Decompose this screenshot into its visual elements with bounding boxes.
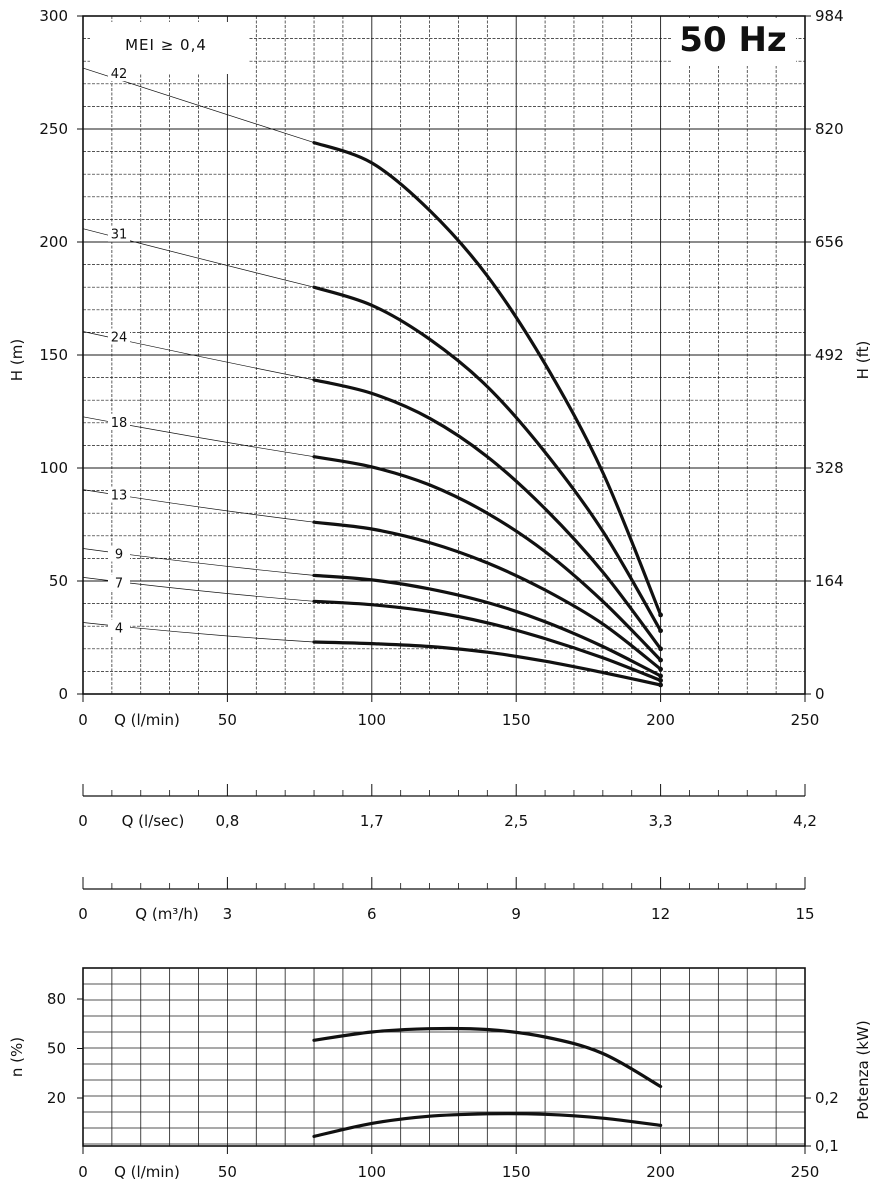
stage-label-bg bbox=[108, 545, 130, 562]
flow-tick-label: 0 bbox=[78, 812, 88, 830]
curve-end-dot bbox=[658, 673, 663, 679]
power-tick-label: 0,1 bbox=[815, 1137, 839, 1155]
y2-tick-label: 656 bbox=[815, 233, 844, 251]
head-curve-42 bbox=[312, 141, 663, 617]
x-tick-label: 100 bbox=[357, 711, 386, 729]
flow-tick-label: 2,5 bbox=[504, 812, 528, 830]
head-curve-18 bbox=[312, 455, 663, 662]
eff-x-tick-label: 100 bbox=[357, 1163, 386, 1181]
y2-tick-label: 984 bbox=[815, 7, 844, 25]
stage-label-bg bbox=[108, 225, 130, 242]
curve-end-dot bbox=[658, 678, 663, 683]
y2-tick-label: 492 bbox=[815, 346, 844, 364]
stage-label-24: 24 bbox=[111, 331, 128, 346]
efficiency-chart bbox=[77, 967, 811, 1154]
head-curve-7 bbox=[312, 599, 663, 682]
y-tick-label: 50 bbox=[49, 572, 68, 590]
mei-badge: MEI ≥ 0,4 bbox=[125, 36, 207, 54]
stage-label-42: 42 bbox=[111, 67, 128, 82]
stage-label-bg bbox=[108, 65, 130, 82]
x-tick-label: 200 bbox=[646, 711, 675, 729]
y-tick-label: 0 bbox=[58, 685, 68, 703]
flow-tick-label: 9 bbox=[511, 905, 521, 923]
y2-axis-label: H (ft) bbox=[854, 341, 872, 380]
y-axis-label: H (m) bbox=[8, 339, 26, 381]
stage-label-13: 13 bbox=[111, 489, 128, 504]
eff-x-tick-label: 150 bbox=[502, 1163, 531, 1181]
y2-tick-label: 164 bbox=[815, 572, 844, 590]
y2-tick-label: 328 bbox=[815, 459, 844, 477]
stage-label-bg bbox=[108, 619, 130, 636]
stage-label-9: 9 bbox=[115, 548, 123, 563]
head-curve-4 bbox=[312, 640, 663, 687]
curve-end-dot bbox=[658, 657, 663, 663]
flow-tick-label: 12 bbox=[651, 905, 670, 923]
efficiency-curve bbox=[312, 1026, 663, 1089]
flow-tick-label: 15 bbox=[795, 905, 814, 923]
x-tick-label: 0 bbox=[78, 711, 88, 729]
head-chart bbox=[77, 15, 811, 702]
stage-label-18: 18 bbox=[111, 416, 128, 431]
flow-tick-label: 3,3 bbox=[649, 812, 673, 830]
head-curve-31 bbox=[312, 285, 663, 633]
flow-tick-label: 4,2 bbox=[793, 812, 817, 830]
y2-tick-label: 820 bbox=[815, 120, 844, 138]
head-curve-24 bbox=[312, 378, 663, 651]
stage-label-bg bbox=[108, 486, 130, 503]
stage-label-bg bbox=[108, 328, 130, 345]
y-tick-label: 300 bbox=[39, 7, 68, 25]
frequency-label: 50 Hz bbox=[679, 20, 786, 60]
eff-x-tick-label: 200 bbox=[646, 1163, 675, 1181]
x-tick-label: 250 bbox=[791, 711, 820, 729]
curve-end-dot bbox=[658, 612, 663, 618]
curve-end-dot bbox=[658, 646, 663, 652]
freq-bg bbox=[672, 18, 796, 66]
flow-axis-label: Q (l/sec) bbox=[122, 812, 185, 830]
x-tick-label: 50 bbox=[218, 711, 237, 729]
eff-plot-frame bbox=[82, 967, 806, 1147]
y-tick-label: 200 bbox=[39, 233, 68, 251]
flow-tick-label: 0 bbox=[78, 905, 88, 923]
eff-y-axis-label: n (%) bbox=[8, 1037, 26, 1077]
power-tick-label: 0,2 bbox=[815, 1089, 839, 1107]
flow-axis-label: Q (m³/h) bbox=[135, 905, 198, 923]
power-curve bbox=[312, 1112, 663, 1138]
eff-y-tick-label: 20 bbox=[47, 1089, 66, 1107]
curve-end-dot bbox=[658, 682, 663, 688]
y-tick-label: 250 bbox=[39, 120, 68, 138]
flow-tick-label: 3 bbox=[223, 905, 233, 923]
stage-label-4: 4 bbox=[115, 622, 123, 637]
power-axis-label: Potenza (kW) bbox=[854, 1020, 872, 1119]
stage-label-bg bbox=[108, 574, 130, 591]
flow-m3h-axis bbox=[82, 877, 806, 890]
curve-end-dot bbox=[658, 666, 663, 672]
eff-y-tick-label: 50 bbox=[47, 1040, 66, 1058]
eff-x-tick-label: 0 bbox=[78, 1163, 88, 1181]
stage-label-31: 31 bbox=[111, 228, 128, 243]
flow-ls-axis bbox=[82, 784, 806, 797]
flow-tick-label: 0,8 bbox=[215, 812, 239, 830]
head-curve-13 bbox=[312, 520, 663, 671]
eff-x-tick-label: 250 bbox=[791, 1163, 820, 1181]
x-tick-label: 150 bbox=[502, 711, 531, 729]
x-axis-label: Q (l/min) bbox=[114, 711, 180, 729]
y2-tick-label: 0 bbox=[815, 685, 825, 703]
stage-label-7: 7 bbox=[115, 576, 123, 591]
curve-end-dot bbox=[658, 628, 663, 634]
head-curve-9 bbox=[312, 573, 663, 678]
eff-x-axis-label: Q (l/min) bbox=[114, 1163, 180, 1181]
flow-tick-label: 1,7 bbox=[360, 812, 384, 830]
y-tick-label: 150 bbox=[39, 346, 68, 364]
stage-label-bg bbox=[108, 413, 130, 430]
flow-tick-label: 6 bbox=[367, 905, 377, 923]
eff-x-tick-label: 50 bbox=[218, 1163, 237, 1181]
y-tick-label: 100 bbox=[39, 459, 68, 477]
eff-y-tick-label: 80 bbox=[47, 990, 66, 1008]
